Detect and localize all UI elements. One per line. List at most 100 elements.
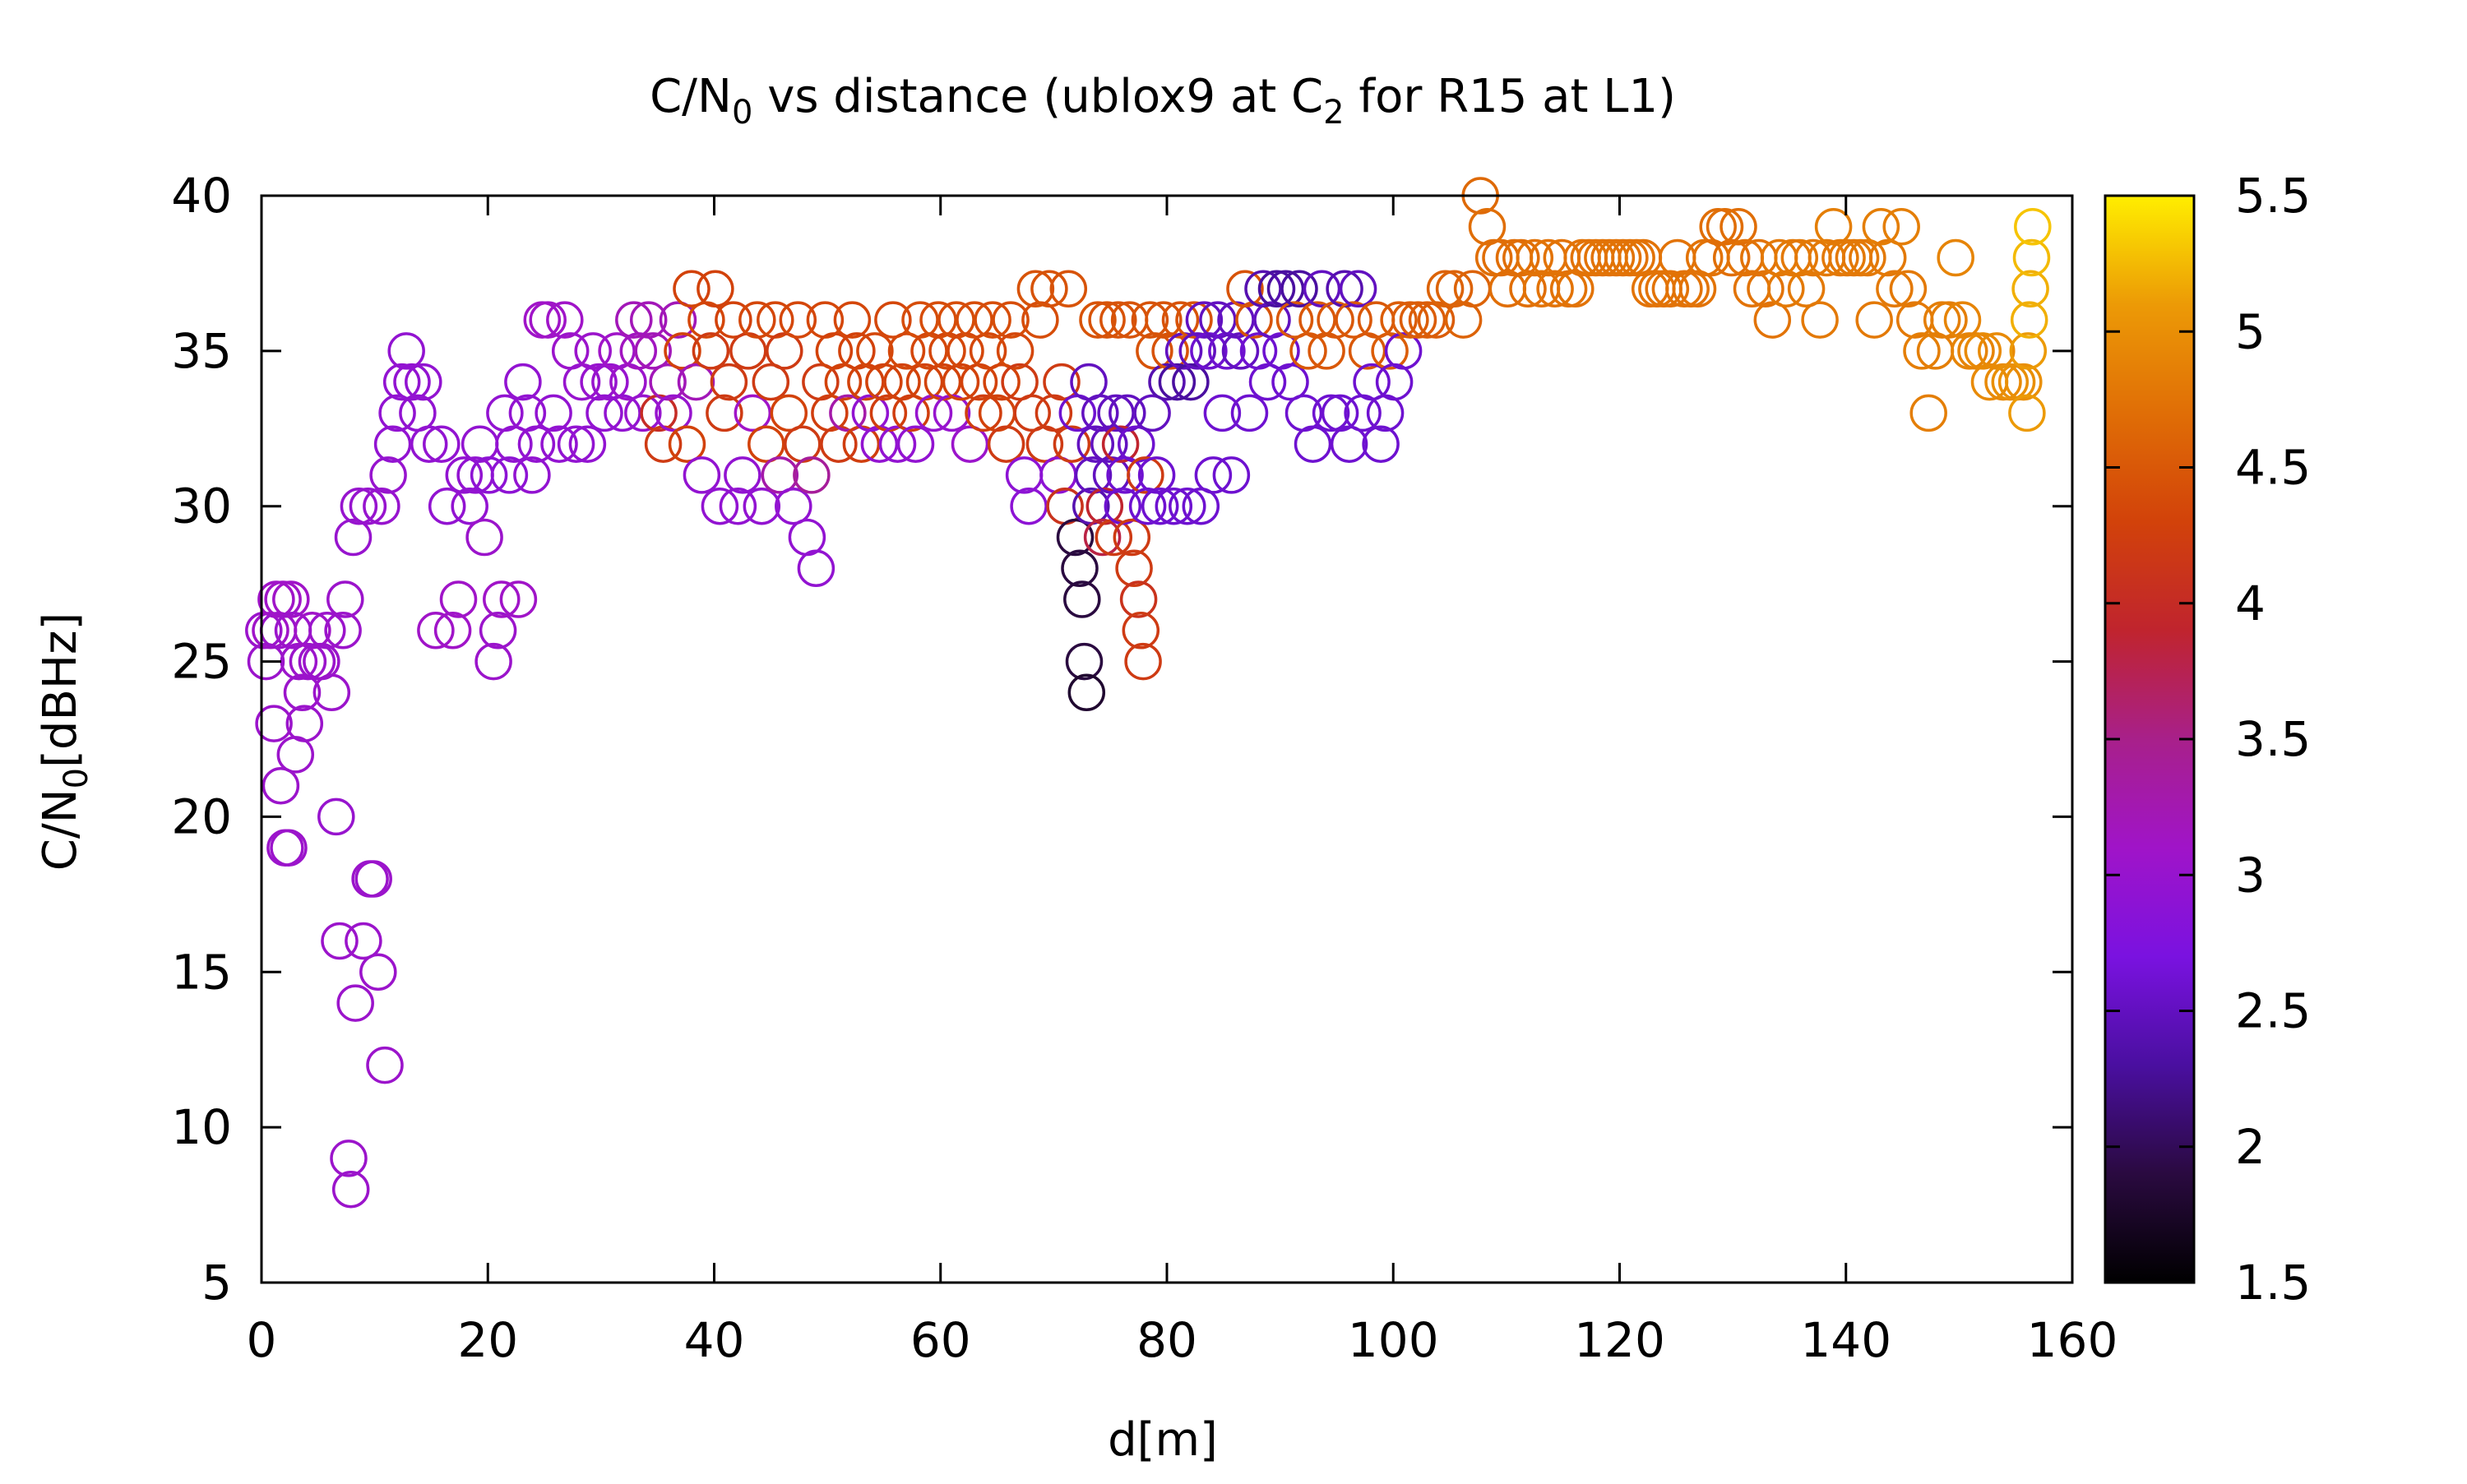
data-point [634,332,672,370]
data-point [568,425,607,463]
data-point [308,612,346,650]
data-point [1137,456,1176,494]
colorbar-tick-label: 4 [2235,576,2266,631]
y-tick-label: 20 [171,788,232,844]
data-point [483,580,521,618]
data-point [1516,238,1554,277]
data-point [1088,301,1126,339]
data-point [2014,208,2052,246]
data-point [336,984,374,1022]
data-point [992,301,1030,339]
data-point [540,425,578,463]
colorbar-tick-label: 3.5 [2235,711,2311,767]
data-point [615,301,653,339]
data-point [743,487,781,525]
data-point [1230,394,1269,432]
data-point [465,518,503,557]
data-point [1923,301,1961,339]
data-point [1178,332,1216,370]
x-tick-label: 20 [457,1312,518,1368]
data-point [1212,456,1251,494]
data-point [1284,394,1323,432]
data-point [1079,301,1117,339]
x-tick-label: 0 [247,1312,277,1368]
data-point [1148,363,1186,401]
data-point [734,394,772,432]
data-point [951,425,989,463]
data-point [1131,301,1169,339]
data-point [345,922,382,960]
data-point [649,363,687,401]
data-point [1194,456,1233,494]
data-point [697,270,734,308]
data-point [1862,208,1900,246]
data-point [874,301,912,339]
data-point [629,301,668,339]
data-point [340,487,378,525]
data-point [1030,270,1068,308]
data-point [1889,270,1928,308]
data-point [417,612,455,650]
colorbar-tick-label: 2 [2235,1119,2266,1175]
data-point [1801,301,1839,339]
data-point [1699,208,1737,246]
data-point [1010,487,1048,525]
data-point [535,394,572,432]
data-point [321,922,359,960]
data-point [574,332,612,370]
data-point [354,860,392,898]
data-point [1380,301,1418,339]
data-point [1141,487,1179,525]
data-point [1049,270,1088,308]
data-point [775,487,812,525]
y-tick-label: 40 [171,168,232,224]
data-point [324,612,362,650]
data-point [1692,238,1730,277]
chart-title-sub0: 0 [732,94,752,132]
data-point [1158,363,1196,401]
data-point [1719,208,1757,246]
x-tick-label: 80 [1136,1312,1197,1368]
data-point [659,301,697,339]
data-point [1076,425,1115,463]
data-point [1876,270,1914,308]
data-point [399,394,437,432]
chart-title-main: C/N [650,70,732,123]
data-point [283,673,322,712]
data-point [748,425,785,463]
data-point [598,332,636,370]
data-point [439,580,478,618]
y-tick-label: 30 [171,478,232,534]
data-point [529,301,567,339]
data-point [1248,363,1287,401]
y-axis-label: C/N0[dBHz] [34,613,95,871]
data-point [1016,270,1055,308]
data-point [833,301,872,339]
data-point [351,860,389,898]
x-tick-label: 160 [2027,1312,2118,1368]
data-point [1706,208,1744,246]
data-point [1753,301,1792,339]
data-point [1097,394,1135,432]
chart-title-end: for R15 at L1) [1345,70,1676,123]
data-point [1509,270,1547,308]
data-point [761,456,799,494]
y-tick-label: 10 [171,1099,232,1155]
data-point [719,487,757,525]
data-point [624,394,662,432]
data-point [2011,270,2049,308]
data-point [987,425,1025,463]
data-point [1025,425,1064,463]
data-point [668,425,706,463]
data-point [369,456,407,494]
data-point [619,332,658,370]
data-point [270,829,308,867]
data-point [604,394,641,432]
data-point [752,363,790,401]
data-point [257,580,295,618]
data-point [513,456,551,494]
colorbar-tick-label: 5.5 [2235,168,2311,224]
data-point [490,456,529,494]
data-point [276,736,315,774]
data-point [1221,332,1260,370]
